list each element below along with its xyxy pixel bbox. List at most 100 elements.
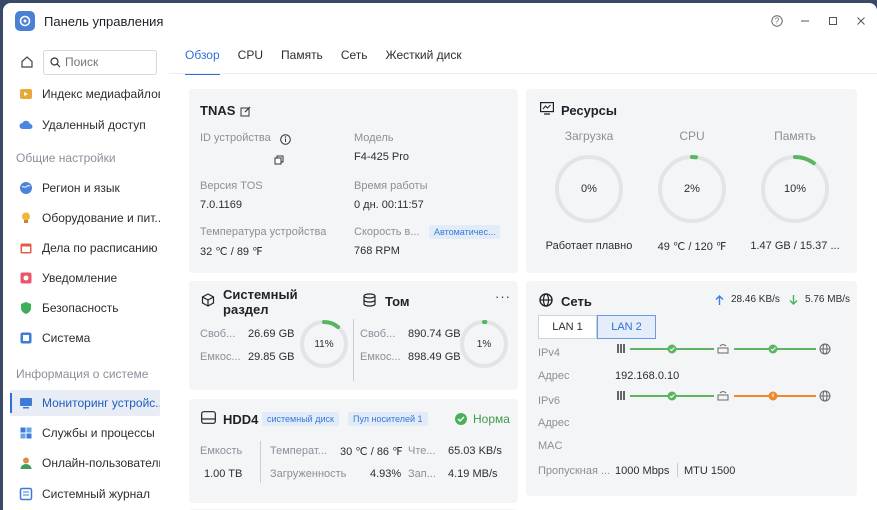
globe-icon — [19, 181, 33, 195]
bulb-icon — [19, 211, 33, 225]
nas-icon — [617, 344, 625, 353]
router-icon — [717, 344, 729, 354]
sidebar: Индекс медиафайлов Удаленный доступ Общи… — [3, 39, 169, 510]
ipv6-address-label: Адрес — [538, 417, 570, 429]
tab-network[interactable]: Сеть — [340, 48, 368, 62]
sidebar-item-notification[interactable]: Уведомление — [10, 265, 160, 291]
load-status: Работает плавно — [545, 240, 633, 252]
sidebar-item-label: Системный журнал — [42, 487, 150, 501]
ipv6-path-diagram — [617, 390, 831, 402]
lan2-button[interactable]: LAN 2 — [597, 315, 656, 339]
disk-capacity-value: 1.00 TB — [204, 468, 243, 480]
storage-divider — [353, 319, 354, 381]
mtu-value: MTU 1500 — [684, 465, 736, 477]
volume-capacity-value: 898.49 GB — [408, 351, 461, 363]
help-icon[interactable]: ? — [763, 11, 791, 31]
copy-icon[interactable] — [274, 152, 284, 170]
volume-free-value: 890.74 GB — [408, 328, 461, 340]
sidebar-item-label: Оборудование и пит... — [42, 211, 160, 225]
fan-mode-badge[interactable]: Автоматичес... — [429, 225, 501, 239]
volume-usage-ring: 1% — [459, 319, 509, 369]
partition-ring-fill — [300, 320, 348, 368]
device-temp-value: 32 ℃ / 89 ℉ — [200, 246, 263, 258]
device-info-card: TNAS ID устройства Модель F4-425 Pro Вер… — [189, 89, 518, 273]
memory-ring: 10% — [760, 154, 830, 224]
sidebar-item-system[interactable]: Система — [10, 325, 160, 351]
close-icon[interactable] — [847, 11, 875, 31]
sidebar-item-schedule[interactable]: Дела по расписанию — [10, 235, 160, 261]
disk-title: HDD4 — [223, 412, 259, 427]
download-speed: 5.76 MB/s — [805, 294, 851, 305]
nas-icon — [617, 391, 625, 400]
sidebar-item-label: Мониторинг устройс... — [42, 396, 160, 410]
minimize-icon[interactable] — [791, 11, 819, 31]
device-name: TNAS — [200, 103, 236, 118]
tab-cpu[interactable]: CPU — [237, 48, 264, 62]
sidebar-item-system-log[interactable]: Системный журнал — [10, 481, 160, 507]
memory-percent: 10% — [783, 183, 807, 195]
control-panel-app-icon — [15, 11, 35, 31]
lan1-button[interactable]: LAN 1 — [538, 315, 597, 339]
tab-hard-disk[interactable]: Жесткий диск — [385, 48, 462, 62]
sidebar-item-hardware[interactable]: Оборудование и пит... — [10, 205, 160, 231]
more-icon[interactable]: ··· — [495, 289, 511, 304]
resources-icon — [540, 102, 555, 120]
ipv4-path-diagram — [617, 343, 831, 355]
partition-capacity-label: Емкос... — [200, 351, 241, 363]
load-percent: 0% — [581, 183, 597, 195]
sidebar-item-remote-access[interactable]: Удаленный доступ — [10, 112, 160, 138]
sidebar-item-label: Дела по расписанию — [42, 241, 158, 255]
search-input[interactable] — [65, 55, 145, 69]
sidebar-item-services[interactable]: Службы и процессы — [10, 420, 160, 446]
memory-ring-fill — [761, 155, 829, 223]
disk-write-value: 4.19 MB/s — [448, 468, 498, 480]
sidebar-item-security[interactable]: Безопасность — [10, 295, 160, 321]
sidebar-item-label: Регион и язык — [42, 181, 120, 195]
tab-overview[interactable]: Обзор — [185, 44, 220, 75]
sidebar-item-label: Удаленный доступ — [42, 118, 146, 132]
disk-capacity-label: Емкость — [200, 445, 243, 457]
info-icon[interactable] — [280, 132, 291, 150]
system-disk-badge: системный диск — [262, 412, 339, 426]
maximize-icon[interactable] — [819, 11, 847, 31]
tos-version-label: Версия TOS — [200, 180, 263, 192]
database-icon — [363, 293, 376, 312]
upload-speed: 28.46 KB/s — [731, 294, 780, 305]
download-icon — [789, 293, 798, 311]
bandwidth-value: 1000 Mbps — [615, 465, 670, 477]
sidebar-item-media-index[interactable]: Индекс медиафайлов — [10, 81, 160, 107]
sidebar-item-online-users[interactable]: Онлайн-пользователи — [10, 450, 160, 476]
edit-icon[interactable] — [240, 104, 251, 122]
tab-bar: Обзор CPU Память Сеть Жесткий диск — [185, 44, 480, 75]
disk-read-label: Чте... — [408, 445, 436, 457]
model-label: Модель — [354, 132, 394, 144]
model-value: F4-425 Pro — [354, 151, 410, 163]
volume-usage-percent: 1% — [476, 338, 492, 350]
disk-status: Норма — [473, 412, 510, 426]
sidebar-item-region[interactable]: Регион и язык — [10, 175, 160, 201]
sidebar-item-label: Службы и процессы — [42, 426, 155, 440]
status-ok-icon — [455, 412, 467, 430]
hdd-icon — [201, 411, 216, 429]
cpu-percent: 2% — [684, 183, 700, 195]
main-panel: Обзор CPU Память Сеть Жесткий диск TNAS … — [169, 39, 877, 510]
disk-card: HDD4 системный диск Пул носителей 1 Норм… — [189, 399, 518, 503]
control-panel-window: Панель управления ? Индекс медиафайлов У… — [3, 3, 877, 510]
tab-memory[interactable]: Память — [281, 48, 323, 62]
ipv4-status-2 — [768, 344, 778, 354]
cloud-icon — [19, 118, 33, 132]
cube-icon — [201, 293, 215, 312]
search-box[interactable] — [43, 49, 157, 75]
home-icon[interactable] — [16, 51, 38, 73]
monitor-icon — [19, 396, 33, 410]
system-partition-title-line1: Системный — [223, 287, 298, 302]
ipv6-label: IPv6 — [538, 395, 561, 407]
system-icon — [19, 331, 33, 345]
cpu-ring: 2% — [657, 154, 727, 224]
volume-title: Том — [385, 294, 410, 309]
sidebar-item-device-monitoring[interactable]: Мониторинг устройс... — [10, 390, 160, 416]
device-id-label: ID устройства — [200, 132, 271, 144]
sidebar-item-label: Онлайн-пользователи — [42, 456, 160, 470]
disk-temp-label: Температ... — [270, 445, 327, 457]
fan-speed-value: 768 RPM — [354, 245, 400, 257]
